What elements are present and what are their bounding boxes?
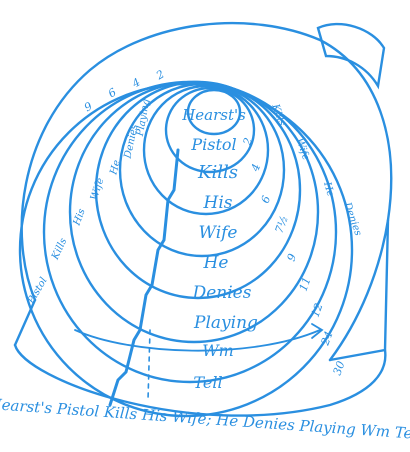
ring-point: 9 bbox=[285, 252, 300, 263]
top-flap bbox=[316, 22, 386, 90]
left-label: His bbox=[71, 207, 88, 228]
ring-word: He bbox=[203, 253, 229, 273]
ring-word: Tell bbox=[193, 373, 222, 392]
outer-rim bbox=[13, 343, 387, 417]
top-number: 2 bbox=[153, 68, 166, 83]
dashed-guide bbox=[147, 329, 151, 401]
ring-point: 7½ bbox=[273, 214, 291, 235]
left-label: He bbox=[108, 159, 123, 177]
ring-point: 30 bbox=[331, 359, 348, 377]
ring-word: His bbox=[203, 193, 233, 213]
rim-headline: Hearst's Pistol Kills His Wife; He Denie… bbox=[0, 395, 410, 443]
rim-arrow-head bbox=[311, 323, 324, 339]
ring-word: Playing bbox=[193, 313, 258, 333]
ring-2 bbox=[164, 86, 256, 174]
ring-word: Wm bbox=[202, 341, 234, 360]
ring-point: 11 bbox=[297, 275, 314, 293]
ring-point: 6 bbox=[259, 194, 274, 205]
top-number: 4 bbox=[129, 76, 142, 91]
ring-point: 24 bbox=[318, 329, 335, 348]
ring-word: Pistol bbox=[190, 135, 236, 154]
outer-shell bbox=[20, 21, 393, 362]
ring-7 bbox=[42, 80, 338, 384]
ring-word: Denies bbox=[192, 283, 252, 303]
ring-word: Kills bbox=[197, 162, 238, 183]
ring-1 bbox=[186, 88, 242, 136]
right-label: Denies bbox=[341, 200, 364, 237]
left-label: Wife bbox=[89, 177, 107, 202]
stair-seam bbox=[108, 148, 180, 407]
ring-word: Wife bbox=[199, 223, 238, 243]
ring-8 bbox=[18, 82, 354, 418]
ring-word: Hearst's bbox=[181, 106, 246, 124]
rim-arrow bbox=[74, 329, 321, 352]
outer-side bbox=[13, 218, 390, 362]
left-label: Kills bbox=[50, 237, 70, 263]
ring-point: 2 bbox=[240, 136, 255, 148]
ring-point: 4 bbox=[248, 162, 263, 174]
ring-point: 12 bbox=[309, 301, 326, 319]
right-label: He bbox=[321, 180, 336, 198]
